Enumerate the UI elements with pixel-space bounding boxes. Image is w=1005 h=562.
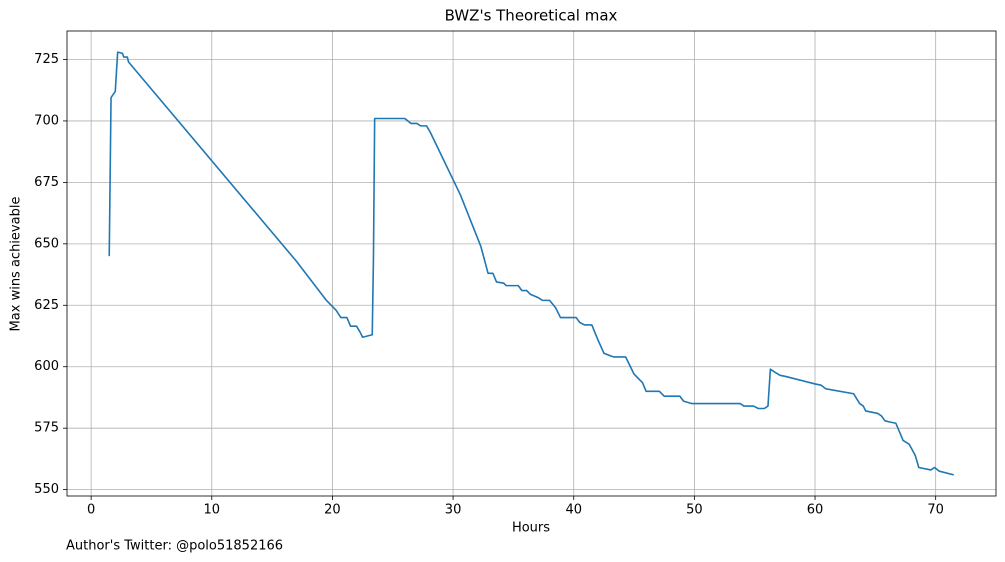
- y-tick-label: 550: [34, 482, 59, 497]
- y-tick-label: 600: [34, 359, 59, 374]
- data-line: [108, 51, 954, 476]
- chart-title: BWZ's Theoretical max: [445, 7, 618, 25]
- x-axis-label: Hours: [512, 521, 550, 536]
- footnote: Author's Twitter: @polo51852166: [66, 539, 283, 554]
- y-axis-label: Max wins achievable: [9, 197, 24, 332]
- x-tick-label: 70: [927, 503, 944, 518]
- y-tick-label: 650: [34, 236, 59, 251]
- x-tick-label: 10: [204, 503, 221, 518]
- y-tick-label: 725: [34, 52, 59, 67]
- x-tick-label: 50: [686, 503, 703, 518]
- x-tick-label: 30: [445, 503, 462, 518]
- y-tick-label: 575: [34, 421, 59, 436]
- y-tick-label: 625: [34, 298, 59, 313]
- y-tick-label: 675: [34, 175, 59, 190]
- y-tick-label: 700: [34, 113, 59, 128]
- x-tick-label: 0: [87, 503, 95, 518]
- x-tick-label: 20: [324, 503, 341, 518]
- x-tick-label: 40: [565, 503, 582, 518]
- x-tick-label: 60: [807, 503, 824, 518]
- plot-frame: [66, 30, 997, 497]
